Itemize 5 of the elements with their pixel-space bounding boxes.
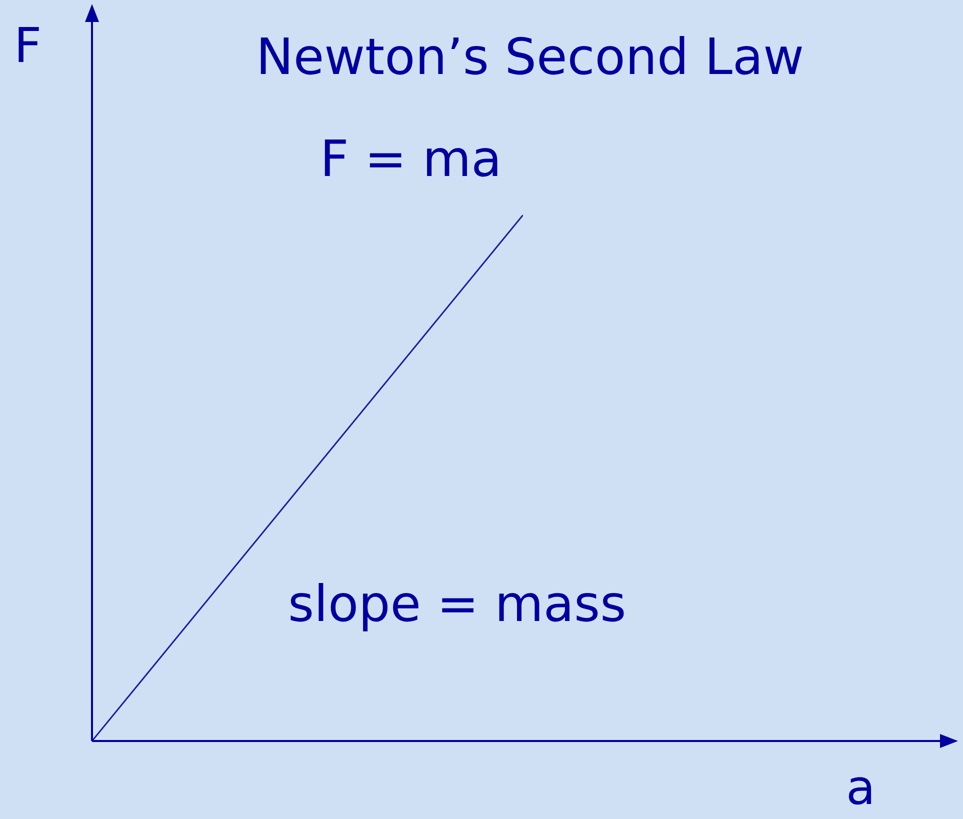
chart-title: Newton’s Second Law: [256, 28, 804, 86]
text: F = ma: [320, 130, 502, 188]
x-axis-title: a: [846, 760, 876, 816]
y-axis-title: F: [14, 18, 42, 74]
annotation: slope = mass: [288, 575, 626, 633]
